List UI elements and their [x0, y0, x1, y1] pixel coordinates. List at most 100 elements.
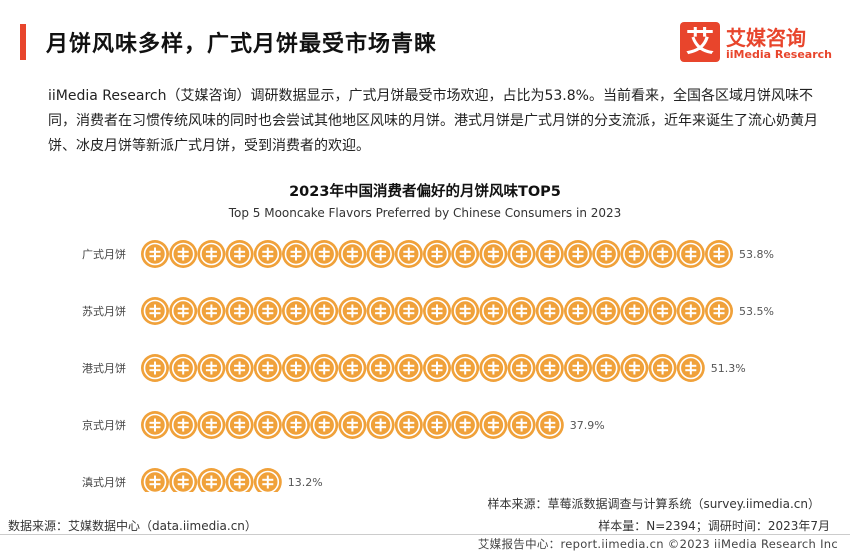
value-label: 51.3%: [711, 362, 746, 375]
footer-divider: [0, 534, 850, 535]
mooncake-icon: [338, 240, 367, 268]
value-label: 53.8%: [739, 248, 774, 261]
category-label: 京式月饼: [82, 418, 126, 432]
mooncake-icon: [564, 240, 592, 268]
intro-paragraph: iiMedia Research（艾媒咨询）调研数据显示，广式月饼最受市场欢迎，…: [48, 88, 818, 154]
mooncake-icon: [282, 297, 310, 325]
mooncake-icon: [366, 354, 395, 382]
mooncake-icon: [141, 297, 169, 325]
mooncake-icon: [253, 468, 282, 492]
mooncake-icon: [253, 240, 282, 268]
brand-logo: 艾 艾媒咨询 iiMedia Research: [680, 20, 834, 64]
bar-row: 京式月饼 37.9%: [82, 411, 605, 439]
mooncake-icon: [479, 240, 508, 268]
mooncake-icon: [507, 297, 536, 325]
mooncake-icon: [648, 354, 677, 382]
page-title: 月饼风味多样，广式月饼最受市场青睐: [46, 32, 438, 57]
mooncake-icon: [451, 297, 480, 325]
mooncake-icon: [507, 411, 536, 439]
value-label: 53.5%: [739, 305, 774, 318]
sample-source: 样本来源：草莓派数据调查与计算系统（survey.iimedia.cn）: [487, 497, 820, 511]
bar-row: 港式月饼 51.3%: [82, 354, 746, 382]
mooncake-icon: [620, 297, 649, 325]
mooncake-icon: [366, 411, 395, 439]
mooncake-icon: [676, 297, 705, 325]
bar-row: 苏式月饼 53.5%: [82, 297, 774, 325]
mooncake-icon: [225, 297, 254, 325]
mooncake-icon: [535, 297, 564, 325]
mooncake-icon: [479, 411, 508, 439]
mooncake-icon: [366, 297, 395, 325]
mooncake-icon: [141, 411, 169, 439]
mooncake-icon: [310, 411, 339, 439]
mooncake-icon: [479, 354, 508, 382]
mooncake-icon: [282, 354, 310, 382]
mooncake-icon: [676, 354, 705, 382]
mooncake-icon: [592, 240, 621, 268]
mooncake-icon: [423, 240, 451, 268]
mooncake-icon: [141, 468, 169, 492]
mooncake-icon: [507, 240, 536, 268]
mooncake-icon: [592, 354, 621, 382]
mooncake-icon: [451, 411, 480, 439]
mooncake-icon: [310, 297, 339, 325]
bar-row: 滇式月饼 13.2%: [82, 468, 323, 492]
mooncake-icon: [197, 354, 226, 382]
logo-en-text: iiMedia Research: [726, 48, 832, 61]
mooncake-icon: [282, 411, 310, 439]
mooncake-icon: [535, 240, 564, 268]
mooncake-flavor-chart: 广式月饼 53.8% 苏式月饼 53.5% 港式月饼 51.3% 京式月饼 37.9% 滇式月饼…: [82, 240, 774, 492]
chart-title: 2023年中国消费者偏好的月饼风味TOP5: [289, 184, 561, 200]
value-label: 13.2%: [288, 476, 323, 489]
mooncake-icon: [479, 297, 508, 325]
mooncake-icon: [394, 297, 423, 325]
mooncake-icon: [648, 240, 677, 268]
logo-mark-icon: 艾: [680, 22, 720, 62]
mooncake-icon: [225, 411, 254, 439]
title-bar: 月饼风味多样，广式月饼最受市场青睐: [20, 20, 440, 64]
mooncake-icon: [197, 411, 226, 439]
mooncake-icon: [169, 297, 198, 325]
mooncake-icon: [169, 354, 198, 382]
mooncake-icon: [310, 240, 339, 268]
mooncake-icon: [451, 354, 480, 382]
mooncake-icon: [197, 297, 226, 325]
mooncake-icon: [394, 240, 423, 268]
mooncake-icon: [676, 240, 705, 268]
mooncake-icon: [564, 354, 592, 382]
mooncake-icon: [282, 240, 310, 268]
mooncake-icon: [592, 297, 621, 325]
mooncake-icon: [535, 411, 564, 439]
mooncake-icon: [648, 297, 677, 325]
mooncake-icon: [197, 240, 226, 268]
mooncake-icon: [705, 297, 733, 325]
mooncake-icon: [451, 240, 480, 268]
mooncake-icon: [253, 411, 282, 439]
mooncake-icon: [620, 240, 649, 268]
mooncake-icon: [507, 354, 536, 382]
mooncake-icon: [366, 240, 395, 268]
mooncake-icon: [338, 354, 367, 382]
mooncake-icon: [394, 411, 423, 439]
mooncake-icon: [338, 297, 367, 325]
footer-text: 艾媒报告中心：report.iimedia.cn ©2023 iiMedia R…: [477, 537, 838, 551]
mooncake-icon: [423, 297, 451, 325]
data-source: 数据来源：艾媒数据中心（data.iimedia.cn）: [8, 519, 257, 533]
mooncake-icon: [197, 468, 226, 492]
mooncake-icon: [169, 468, 198, 492]
mooncake-icon: [310, 354, 339, 382]
mooncake-icon: [535, 354, 564, 382]
bar-row: 广式月饼 53.8%: [82, 240, 774, 268]
mooncake-icon: [423, 411, 451, 439]
chart-subtitle: Top 5 Mooncake Flavors Preferred by Chin…: [228, 206, 622, 220]
mooncake-icon: [620, 354, 649, 382]
mooncake-icon: [705, 240, 733, 268]
mooncake-icon: [141, 240, 169, 268]
category-label: 苏式月饼: [82, 304, 126, 318]
mooncake-icon: [225, 354, 254, 382]
survey-meta: 样本量：N=2394；调研时间：2023年7月: [598, 519, 830, 533]
category-label: 港式月饼: [82, 361, 126, 375]
mooncake-icon: [564, 297, 592, 325]
logo-cn-text: 艾媒咨询: [726, 26, 806, 50]
title-accent-bar: [20, 24, 26, 60]
